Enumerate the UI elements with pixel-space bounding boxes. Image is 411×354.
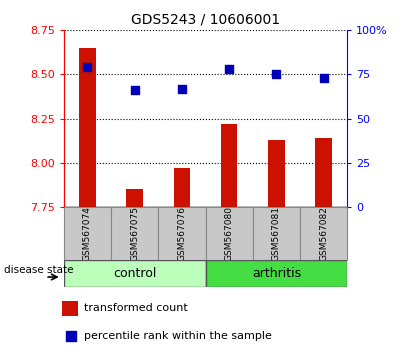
Bar (126, 189, 143, 207)
Bar (158, 207, 206, 260)
Bar (111, 207, 158, 260)
Text: arthritis: arthritis (252, 267, 301, 280)
Point (273, 72, 279, 77)
Text: percentile rank within the sample: percentile rank within the sample (84, 331, 272, 341)
Text: control: control (113, 267, 156, 280)
Point (226, 66, 233, 72)
Text: GSM567076: GSM567076 (178, 206, 186, 261)
Point (67, 333, 74, 339)
Bar (64, 260, 206, 287)
Text: GSM567075: GSM567075 (130, 206, 139, 261)
Bar (206, 207, 253, 260)
Title: GDS5243 / 10606001: GDS5243 / 10606001 (131, 12, 280, 26)
Bar (268, 140, 285, 207)
Bar (173, 168, 190, 207)
Point (178, 86, 185, 91)
Point (321, 75, 327, 81)
Bar (64, 207, 111, 260)
Bar (315, 138, 332, 207)
Text: GSM567080: GSM567080 (225, 206, 233, 261)
Bar (62, 301, 78, 316)
Bar (79, 48, 96, 207)
Point (132, 87, 138, 93)
Bar (253, 207, 300, 260)
Bar (221, 124, 238, 207)
Text: GSM567074: GSM567074 (83, 206, 92, 261)
Bar (300, 207, 347, 260)
Text: GSM567082: GSM567082 (319, 206, 328, 261)
Point (84, 64, 90, 70)
Text: GSM567081: GSM567081 (272, 206, 281, 261)
Text: disease state: disease state (4, 265, 74, 275)
Text: transformed count: transformed count (84, 303, 188, 313)
Bar (206, 260, 347, 287)
